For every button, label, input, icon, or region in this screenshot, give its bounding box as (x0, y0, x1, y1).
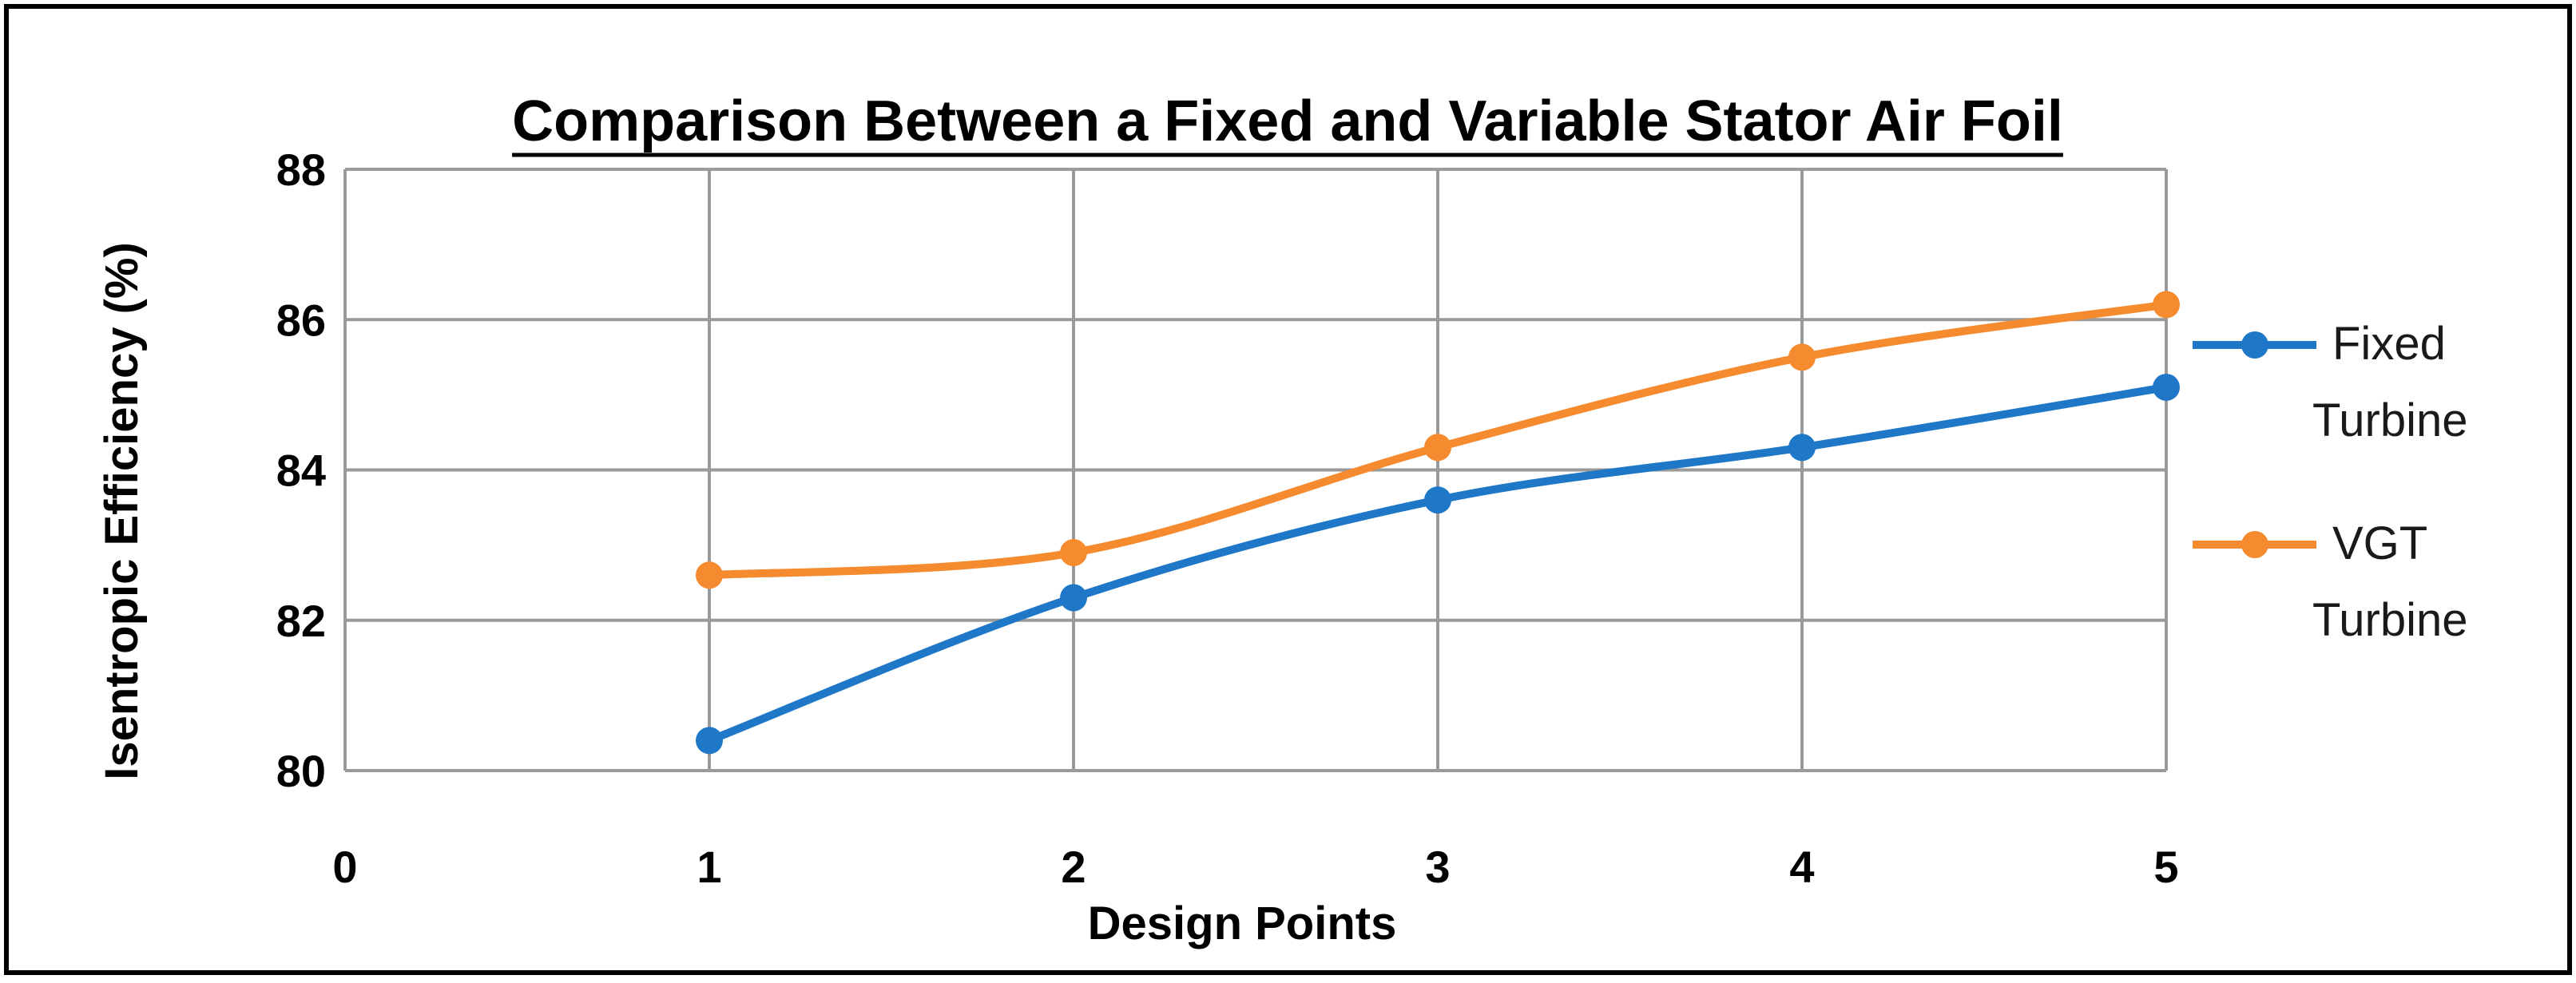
y-tick-label: 80 (276, 746, 326, 796)
legend-swatch-marker (2241, 531, 2268, 558)
chart-title: Comparison Between a Fixed and Variable … (512, 89, 2063, 153)
legend-label: Turbine (2312, 594, 2468, 646)
axes (343, 169, 2166, 772)
y-tick-label: 86 (276, 295, 326, 345)
data-point (696, 561, 723, 589)
legend-label: Fixed (2332, 318, 2446, 370)
x-tick-label: 5 (2153, 842, 2178, 892)
legend-label: VGT (2332, 517, 2427, 569)
x-tick-label: 3 (1425, 842, 1450, 892)
data-point (1060, 584, 1087, 612)
data-point (2153, 291, 2180, 319)
data-point (696, 727, 723, 755)
legend-label: Turbine (2312, 394, 2468, 446)
x-tick-label: 2 (1061, 842, 1086, 892)
gridlines (345, 168, 2168, 771)
y-tick-label: 84 (276, 446, 326, 496)
y-tick-label: 82 (276, 596, 326, 646)
series-lines (696, 291, 2180, 755)
x-tick-label: 4 (1789, 842, 1814, 892)
x-tick-label: 1 (697, 842, 721, 892)
legend: Fixed Turbine VGT Turbine (2193, 318, 2468, 646)
legend-swatch-marker (2241, 331, 2268, 359)
data-point (1788, 343, 1816, 371)
x-axis-label: Design Points (1088, 898, 1397, 949)
x-tick-label: 0 (332, 842, 357, 892)
data-point (1424, 486, 1451, 514)
y-axis-label: Isentropic Efficiency (%) (96, 242, 148, 780)
tick-labels: 80 82 84 86 88 0 1 2 3 4 5 (276, 145, 2179, 892)
y-tick-label: 88 (276, 145, 326, 195)
data-point (1424, 434, 1451, 462)
data-point (2153, 373, 2180, 401)
data-point (1788, 434, 1816, 462)
data-point (1060, 539, 1087, 567)
